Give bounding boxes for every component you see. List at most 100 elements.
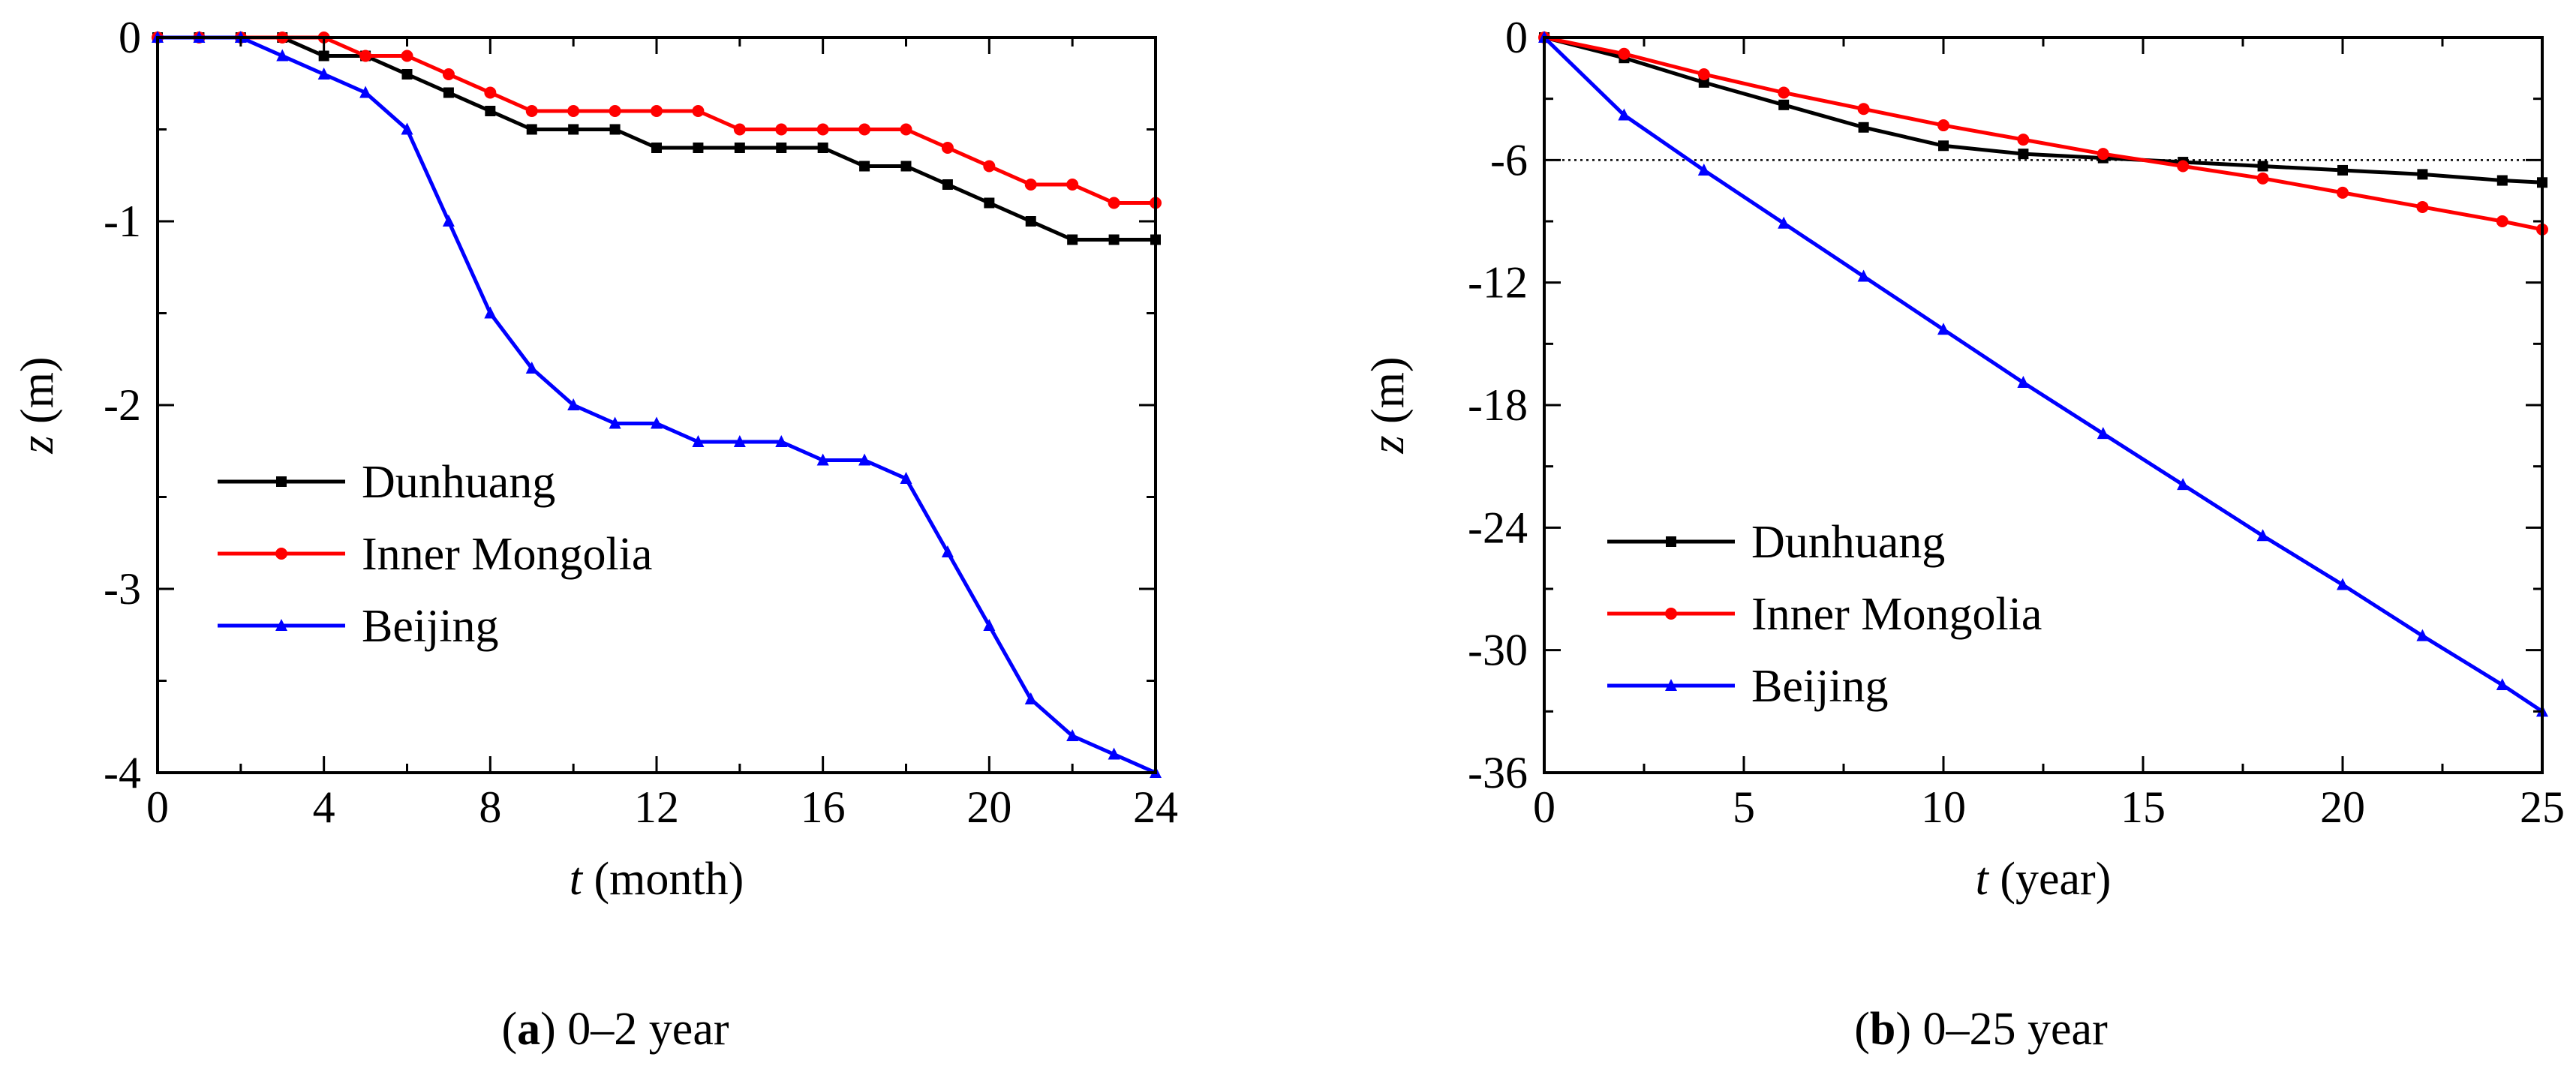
data-point (442, 68, 455, 80)
data-point (2256, 172, 2269, 185)
data-point (1108, 747, 1120, 760)
data-point (733, 123, 746, 136)
data-point (609, 124, 621, 135)
legend-item: Dunhuang (1607, 517, 1945, 568)
data-point (567, 398, 580, 410)
data-point (1937, 323, 1949, 335)
y-tick-label: -18 (1468, 380, 1528, 430)
data-point (2018, 149, 2029, 160)
chart-panel-1: 0 4 8 12 16 20 24 0 -1 -2 -3 -4 t (month) z (m) Dunhua… (12, 13, 1178, 1055)
data-point (1618, 47, 1631, 60)
x-tick-label: 5 (1733, 782, 1755, 832)
x-tick-label: 4 (313, 782, 335, 832)
data-point (1938, 140, 1949, 152)
data-point (984, 197, 995, 209)
data-point (1858, 122, 1869, 133)
data-point (734, 143, 745, 153)
data-point (692, 435, 705, 447)
legend-label: Dunhuang (1751, 517, 1945, 568)
data-point (776, 143, 787, 153)
data-point (2256, 529, 2269, 542)
data-point (693, 143, 704, 153)
data-point (1778, 216, 1790, 229)
chart-panel-2: 0 5 10 15 20 25 0 -6 -12 -18 -24 -30 -36 t (year) z (m… (1363, 13, 2565, 1055)
series-line-beijing (1543, 36, 2544, 713)
data-point (983, 619, 996, 631)
data-point (2416, 200, 2429, 213)
data-point (1857, 269, 1870, 282)
data-point (1108, 197, 1120, 209)
data-point (900, 161, 912, 172)
data-point (816, 123, 829, 136)
data-point (1857, 103, 1870, 116)
data-point (484, 306, 497, 319)
data-point (442, 215, 455, 227)
data-point (2496, 677, 2508, 690)
data-point (651, 143, 662, 153)
data-point (2097, 427, 2109, 440)
data-point (2257, 161, 2268, 172)
data-point (567, 105, 580, 117)
y-tick-label: 0 (119, 13, 141, 62)
legend-item: Inner Mongolia (218, 529, 652, 580)
data-point (401, 122, 413, 135)
data-point (2496, 175, 2508, 186)
legend-label: Beijing (1751, 661, 1889, 712)
data-point (1778, 99, 1790, 110)
data-point (2177, 160, 2190, 173)
legend-marker (1666, 536, 1676, 547)
data-point (1067, 234, 1078, 245)
y-axis-label: z (m) (12, 356, 63, 454)
data-point (2017, 376, 2030, 389)
x-tick-label: 10 (1921, 782, 1966, 832)
data-point (401, 50, 413, 62)
data-point (941, 142, 954, 154)
data-point (858, 453, 871, 466)
data-point (983, 160, 996, 173)
data-point (2097, 148, 2109, 161)
data-point (526, 124, 537, 135)
data-point (525, 105, 538, 117)
data-point (1066, 729, 1079, 741)
data-point (1698, 77, 1709, 88)
data-point (443, 87, 454, 98)
data-point (817, 143, 828, 153)
data-point (941, 545, 954, 557)
legend-marker (275, 619, 287, 631)
y-axis-label: z (m) (1363, 356, 1414, 454)
data-point (2337, 186, 2349, 199)
data-point (1937, 119, 1949, 132)
data-point (900, 472, 912, 484)
data-point (692, 105, 705, 117)
data-point (2496, 215, 2508, 227)
data-point (858, 123, 871, 136)
data-point (733, 435, 746, 447)
data-point (2337, 578, 2349, 590)
legend-marker (1665, 679, 1677, 691)
data-point (1697, 163, 1710, 176)
x-tick-label: 20 (2320, 782, 2365, 832)
legend-marker (276, 476, 287, 487)
data-point (775, 123, 788, 136)
data-point (317, 68, 330, 80)
x-tick-label: 12 (634, 782, 679, 832)
series-line-dunhuang (1543, 35, 2543, 185)
x-tick-label: 25 (2520, 782, 2565, 832)
data-point (609, 416, 621, 429)
data-point (1778, 86, 1790, 99)
legend-item: Dunhuang (218, 457, 555, 508)
data-point (1697, 68, 1710, 80)
legend-marker (275, 548, 287, 560)
data-point (2417, 169, 2428, 180)
data-point (859, 161, 870, 172)
data-point (485, 106, 496, 116)
data-point (484, 86, 497, 99)
x-axis-label: t (year) (1976, 854, 2112, 905)
data-point (900, 123, 912, 136)
data-point (1024, 179, 1037, 191)
legend-label: Inner Mongolia (1751, 589, 2042, 640)
x-tick-label: 8 (479, 782, 501, 832)
data-point (2017, 134, 2030, 146)
x-tick-label: 0 (1533, 782, 1556, 832)
